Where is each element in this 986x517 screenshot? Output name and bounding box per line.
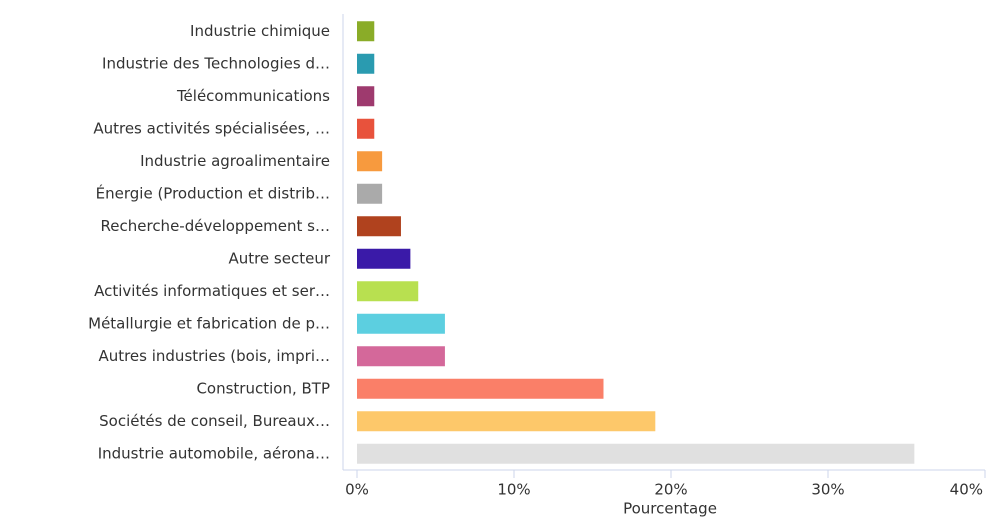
bar — [357, 118, 375, 139]
bar — [357, 86, 375, 107]
y-tick-label: Recherche-développement s… — [101, 217, 330, 235]
bar — [357, 378, 604, 399]
y-tick-label: Construction, BTP — [196, 379, 330, 397]
bar — [357, 411, 656, 432]
y-tick-label: Autre secteur — [228, 249, 330, 267]
bar — [357, 53, 375, 74]
y-tick-label: Autres activités spécialisées, … — [93, 119, 330, 137]
y-tick-label: Industrie agroalimentaire — [140, 152, 330, 170]
y-tick-label: Activités informatiques et ser… — [94, 282, 330, 300]
y-tick-label: Industrie chimique — [190, 22, 330, 40]
y-tick-label: Télécommunications — [176, 87, 330, 105]
bar — [357, 151, 383, 172]
bar — [357, 183, 383, 204]
bar — [357, 346, 445, 367]
y-tick-label: Industrie automobile, aérona… — [98, 444, 330, 462]
y-tick-label: Énergie (Production et distrib… — [96, 183, 330, 202]
x-tick-label: 0% — [345, 481, 369, 499]
bar — [357, 216, 401, 237]
x-tick-label: 30% — [811, 481, 844, 499]
y-tick-label: Industrie des Technologies d… — [102, 54, 330, 72]
bar — [357, 21, 375, 42]
bar — [357, 281, 419, 302]
bar — [357, 443, 915, 464]
x-axis-title: Pourcentage — [623, 500, 717, 517]
y-tick-label: Sociétés de conseil, Bureaux… — [99, 412, 330, 430]
bar — [357, 313, 445, 334]
x-tick-label: 10% — [497, 481, 530, 499]
bar — [357, 248, 411, 269]
y-tick-label: Autres industries (bois, impri… — [98, 347, 330, 365]
y-tick-label: Métallurgie et fabrication de p… — [88, 314, 330, 332]
x-tick-label: 40% — [950, 481, 983, 499]
x-tick-label: 20% — [654, 481, 687, 499]
